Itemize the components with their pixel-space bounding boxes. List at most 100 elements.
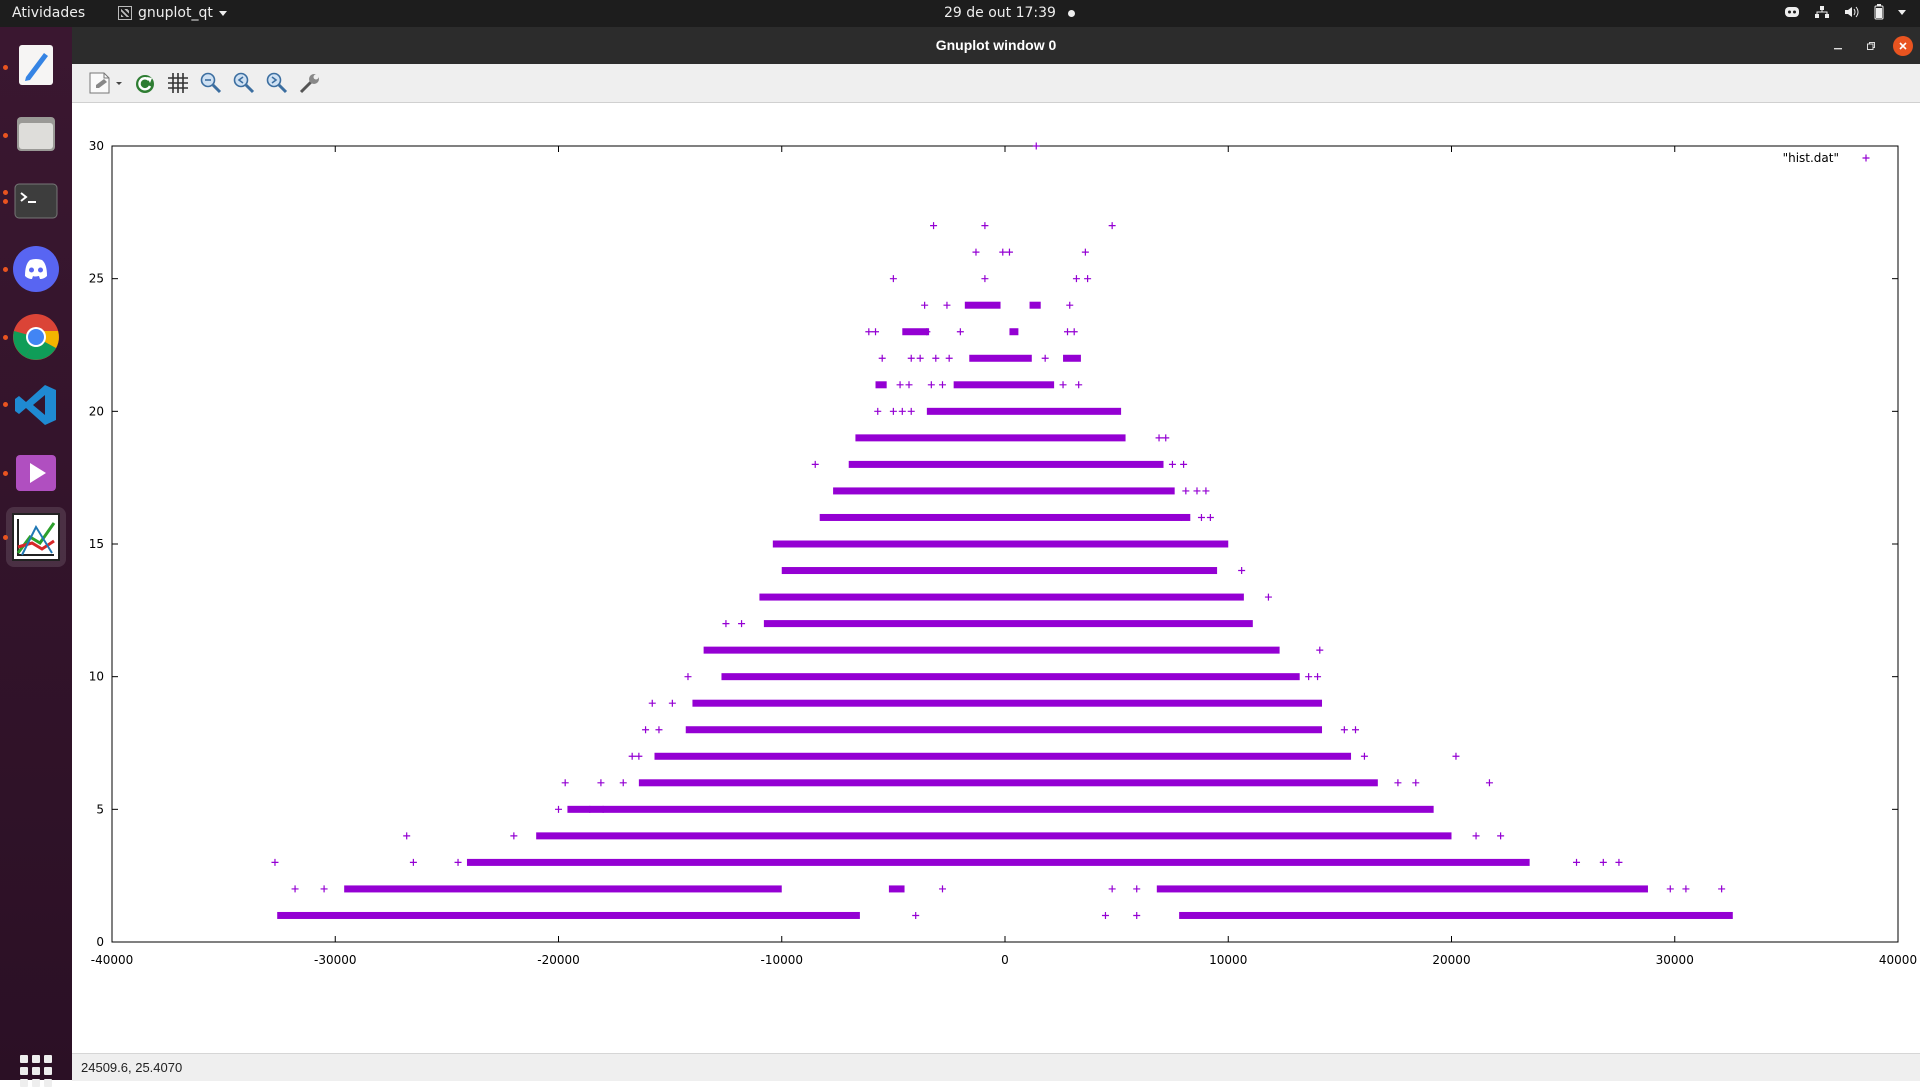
zoom-previous-icon — [233, 72, 255, 94]
x-tick-label: -10000 — [760, 953, 803, 967]
data-point — [1180, 460, 1188, 468]
system-menu-chevron-icon[interactable] — [1898, 9, 1906, 15]
data-point — [1202, 487, 1210, 495]
legend-label: "hist.dat" — [1783, 151, 1839, 165]
export-button[interactable] — [86, 71, 124, 95]
x-tick-label: 10000 — [1209, 953, 1247, 967]
settings-button[interactable] — [297, 71, 323, 95]
scatter-plot[interactable]: -40000 -30000 -20000 -10000 0 10000 20000 30000… — [72, 103, 1920, 1053]
data-point — [907, 354, 915, 362]
zoom-previous-button[interactable] — [231, 71, 257, 95]
app-menu[interactable]: gnuplot_qt — [118, 5, 227, 21]
window-title: Gnuplot window 0 — [935, 37, 1057, 53]
data-point — [1193, 487, 1201, 495]
close-button[interactable] — [1893, 36, 1913, 56]
minimize-button[interactable] — [1828, 36, 1848, 56]
data-point — [923, 328, 931, 336]
y-tick-label: 0 — [96, 935, 104, 949]
data-point — [898, 407, 906, 415]
data-point — [1064, 328, 1072, 336]
gnuplot-icon — [12, 513, 60, 561]
data-band — [567, 805, 1434, 813]
network-icon[interactable] — [1814, 5, 1830, 19]
data-band — [875, 381, 887, 389]
data-point — [912, 911, 920, 919]
volume-icon[interactable] — [1844, 5, 1860, 19]
discord-tray-icon[interactable] — [1784, 5, 1800, 19]
data-point — [586, 805, 594, 813]
data-point — [1718, 885, 1726, 893]
running-indicator-icon — [3, 199, 8, 204]
x-tick-label: 40000 — [1879, 953, 1917, 967]
battery-icon[interactable] — [1874, 4, 1884, 20]
replot-button[interactable] — [132, 71, 158, 95]
data-band — [926, 407, 1122, 415]
data-point — [1573, 858, 1581, 866]
window-titlebar[interactable]: Gnuplot window 0 — [72, 27, 1920, 64]
data-point — [655, 726, 663, 734]
discord-icon — [13, 246, 59, 292]
data-point — [1862, 154, 1870, 162]
data-point — [1133, 885, 1141, 893]
dock-item-text-editor[interactable] — [12, 41, 60, 89]
data-point — [943, 301, 951, 309]
data-band — [833, 487, 1175, 495]
dock-item-chrome[interactable] — [12, 313, 60, 361]
status-bar: 24509.6, 25.4070 — [72, 1053, 1920, 1081]
clock-label: 29 de out 17:39 — [944, 5, 1056, 21]
dock-item-files[interactable] — [12, 109, 60, 157]
data-point — [872, 328, 880, 336]
data-band — [964, 301, 1001, 309]
dock-item-gnuplot[interactable] — [6, 507, 66, 567]
plot-area[interactable]: -40000 -30000 -20000 -10000 0 10000 20000 30000… — [72, 103, 1920, 1053]
data-point — [1072, 275, 1080, 283]
activities-button[interactable]: Atividades — [12, 5, 86, 21]
running-indicator-icon — [3, 133, 8, 138]
data-point — [648, 699, 656, 707]
data-point — [1005, 248, 1013, 256]
zoom-next-button[interactable] — [264, 71, 290, 95]
data-band — [1179, 911, 1733, 919]
dock-item-terminal[interactable] — [12, 177, 60, 225]
clock[interactable]: 29 de out 17:39 — [944, 5, 1075, 21]
data-band — [1029, 301, 1041, 309]
running-indicator-icon — [3, 65, 8, 70]
media-player-icon — [16, 455, 56, 491]
data-point — [1497, 832, 1505, 840]
data-point — [981, 222, 989, 230]
chevron-down-icon — [218, 10, 227, 16]
dock-item-media-player[interactable] — [12, 449, 60, 497]
data-point — [938, 381, 946, 389]
data-point — [811, 460, 819, 468]
data-point — [642, 726, 650, 734]
system-tray[interactable] — [1784, 4, 1906, 20]
data-point — [874, 407, 882, 415]
data-point — [1070, 328, 1078, 336]
app-menu-label: gnuplot_qt — [138, 5, 213, 21]
zoom-out-icon — [200, 72, 222, 94]
data-point — [320, 885, 328, 893]
data-band — [654, 752, 1352, 760]
data-band — [902, 328, 930, 336]
data-band — [685, 726, 1323, 734]
show-applications-grid-icon[interactable] — [20, 1055, 52, 1087]
zoom-out-button[interactable] — [198, 71, 224, 95]
data-point — [932, 354, 940, 362]
data-point — [921, 301, 929, 309]
data-band — [638, 779, 1378, 787]
data-band — [703, 646, 1280, 654]
y-tick-label: 10 — [89, 670, 104, 684]
maximize-button[interactable] — [1861, 36, 1881, 56]
grid-button[interactable] — [165, 71, 191, 95]
y-tick-label: 5 — [96, 802, 104, 816]
data-point — [1599, 858, 1607, 866]
terminal-icon — [14, 183, 58, 219]
data-point — [865, 328, 873, 336]
data-point — [945, 354, 953, 362]
data-point — [1155, 434, 1163, 442]
data-band — [1063, 354, 1081, 362]
data-band — [759, 593, 1244, 601]
data-point — [1316, 646, 1324, 654]
dock-item-vscode[interactable] — [12, 381, 60, 429]
dock-item-discord[interactable] — [12, 245, 60, 293]
